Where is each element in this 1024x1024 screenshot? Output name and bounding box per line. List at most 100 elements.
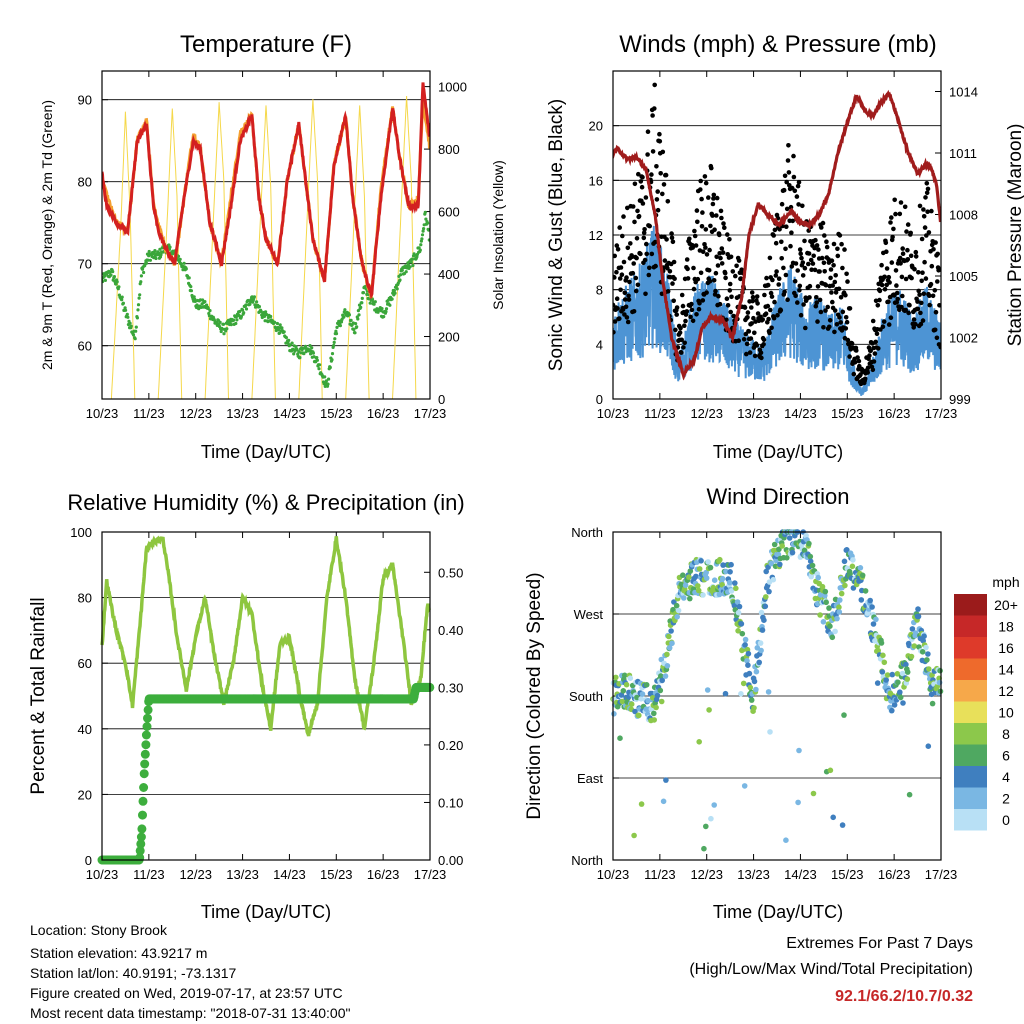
gust-point <box>920 318 926 323</box>
gust-point <box>893 211 898 217</box>
temperature-title: Temperature (F) <box>180 31 352 58</box>
gust-point <box>774 269 779 274</box>
direction-point <box>693 573 699 580</box>
y-tick-label: 60 <box>78 656 92 671</box>
dewpoint-point <box>142 270 146 275</box>
speed-colorbar-legend: mph 20+ 18 16 14 12 10 8 6 4 2 0 <box>954 574 1020 831</box>
gust-point <box>706 268 712 273</box>
gust-point <box>644 251 649 257</box>
gust-point <box>717 301 723 307</box>
gust-point <box>729 294 734 300</box>
gust-point <box>691 265 696 271</box>
dewpoint-point <box>153 249 157 253</box>
gust-point <box>773 273 779 278</box>
gust-point <box>713 288 718 294</box>
gust-point <box>924 181 930 186</box>
gust-point <box>796 202 801 207</box>
y2-tick-label: 999 <box>949 392 971 407</box>
gust-point <box>670 239 676 245</box>
gust-point <box>814 300 819 305</box>
direction-point <box>639 691 646 697</box>
gust-point <box>781 187 787 193</box>
gust-point <box>893 268 899 273</box>
gust-point <box>660 191 665 197</box>
legend-title: mph <box>992 574 1019 590</box>
gust-point <box>886 322 892 327</box>
direction-point <box>759 627 766 633</box>
legend-label: 2 <box>1002 791 1010 807</box>
gust-point <box>786 143 791 148</box>
x-tick-label: 10/23 <box>597 867 630 882</box>
gust-point <box>921 207 926 212</box>
direction-point <box>613 674 619 681</box>
gust-point <box>824 244 830 250</box>
direction-point <box>720 562 726 568</box>
dewpoint-point <box>201 298 205 302</box>
dewpoint-point <box>203 300 207 304</box>
dewpoint-point <box>125 312 129 316</box>
gust-point <box>760 317 765 322</box>
dewpoint-point <box>277 328 281 332</box>
x-tick-label: 10/23 <box>86 406 119 421</box>
pressure-right-axis-label: Station Pressure (Maroon) <box>1005 124 1024 347</box>
gust-point <box>812 267 818 273</box>
direction-point <box>623 681 630 688</box>
gust-point <box>907 302 912 308</box>
gust-point <box>684 257 690 262</box>
gust-point <box>916 270 921 275</box>
gust-point <box>843 315 849 320</box>
gust-point <box>843 292 848 298</box>
gust-point <box>821 260 827 266</box>
gust-point <box>662 258 668 263</box>
direction-point <box>659 677 665 684</box>
gust-point <box>647 265 652 271</box>
direction-point <box>681 595 687 601</box>
direction-point <box>789 549 796 556</box>
direction-point <box>908 653 915 660</box>
gust-point <box>937 303 941 308</box>
legend-label: 6 <box>1002 748 1010 764</box>
plot-frame <box>612 531 942 861</box>
gust-point <box>797 247 803 252</box>
gust-point <box>879 262 884 268</box>
gust-point <box>627 279 632 285</box>
gust-point <box>929 242 935 248</box>
direction-point <box>658 698 665 705</box>
dewpoint-point <box>264 310 268 314</box>
direction-point <box>657 687 664 694</box>
direction-point <box>909 626 916 632</box>
gust-point <box>640 174 645 180</box>
direction-point <box>696 566 703 572</box>
dewpoint-point <box>134 329 138 333</box>
gust-point <box>784 224 789 229</box>
gust-point <box>782 289 787 295</box>
dewpoint-point <box>398 278 402 282</box>
direction-point <box>773 557 779 564</box>
gust-point <box>643 195 649 200</box>
dewpoint-point <box>323 375 327 379</box>
x-tick-label: 12/23 <box>690 406 723 421</box>
legend-label: 14 <box>998 662 1014 678</box>
direction-point <box>883 677 889 683</box>
gust-point <box>935 279 940 284</box>
direction-point <box>891 702 898 708</box>
gust-point <box>758 350 764 356</box>
gust-series <box>613 82 941 387</box>
gust-point <box>796 179 802 185</box>
direction-point <box>815 574 821 581</box>
gust-point <box>919 236 925 242</box>
direction-point <box>666 633 672 640</box>
direction-point <box>809 562 816 569</box>
x-tick-label: 11/23 <box>133 406 165 421</box>
dewpoint-point <box>349 318 353 322</box>
dewpoint-point <box>309 352 313 356</box>
x-tick-label: 13/23 <box>226 406 259 421</box>
y2-tick-label: 1002 <box>949 331 978 346</box>
gust-point <box>768 307 773 313</box>
gust-point <box>707 247 712 253</box>
gust-point <box>923 276 929 281</box>
dewpoint-point <box>354 322 358 326</box>
legend-swatch <box>954 680 987 702</box>
dewpoint-point <box>413 253 417 257</box>
